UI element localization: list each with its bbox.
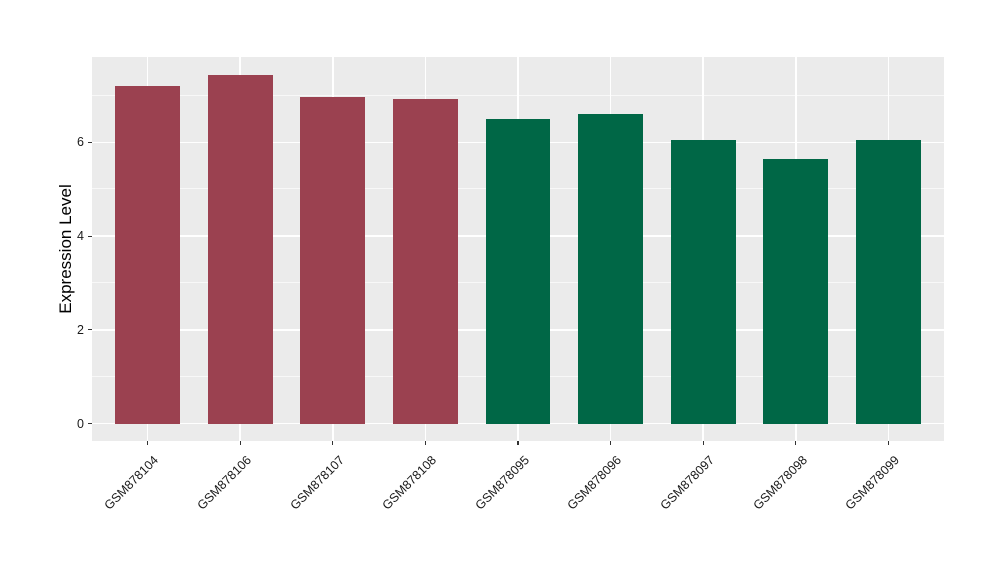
x-tick-mark-GSM878096	[610, 441, 612, 445]
y-tick-mark-6	[88, 141, 92, 143]
x-tick-mark-GSM878108	[424, 441, 426, 445]
bar-GSM878097	[670, 140, 736, 424]
y-tick-label-4: 4	[77, 229, 84, 244]
x-label-GSM878104: GSM878104	[101, 453, 162, 513]
bar-GSM878108	[392, 98, 458, 424]
bar-GSM878095	[485, 119, 551, 424]
y-tick-label-2: 2	[77, 322, 84, 337]
x-label-GSM878096: GSM878096	[564, 453, 625, 513]
bar-GSM878096	[578, 114, 643, 424]
y-tick-mark-4	[88, 235, 92, 237]
x-label-GSM878108: GSM878108	[379, 453, 440, 513]
bar-GSM878106	[207, 74, 273, 424]
x-label-GSM878099: GSM878099	[842, 453, 903, 513]
x-label-GSM878106: GSM878106	[194, 453, 255, 513]
y-tick-mark-0	[88, 422, 92, 425]
bar-GSM878099	[856, 140, 921, 424]
x-tick-mark-GSM878104	[146, 441, 149, 445]
bar-GSM878104	[115, 86, 180, 424]
x-tick-mark-GSM878099	[887, 441, 890, 445]
x-tick-mark-GSM878107	[332, 441, 334, 445]
x-tick-mark-GSM878098	[795, 441, 797, 445]
x-label-GSM878097: GSM878097	[657, 453, 718, 513]
x-tick-mark-GSM878106	[239, 441, 241, 445]
y-tick-label-6: 6	[77, 135, 84, 150]
x-tick-mark-GSM878095	[517, 441, 519, 445]
x-tick-mark-GSM878097	[702, 441, 704, 445]
bar-GSM878098	[763, 159, 829, 424]
plot-panel	[92, 57, 944, 441]
x-label-GSM878107: GSM878107	[287, 453, 347, 513]
bar-GSM878107	[300, 97, 366, 424]
y-axis-title: Expression Level	[56, 184, 75, 314]
x-label-GSM878098: GSM878098	[750, 453, 810, 513]
y-tick-label-0: 0	[77, 416, 84, 431]
y-tick-mark-2	[88, 329, 92, 331]
x-label-GSM878095: GSM878095	[472, 453, 532, 513]
